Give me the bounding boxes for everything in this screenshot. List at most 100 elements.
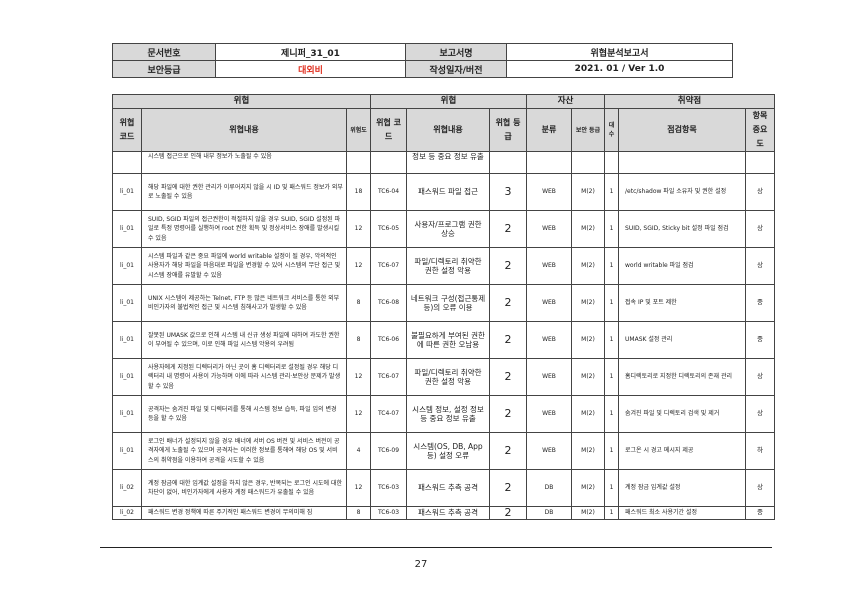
asset-category: WEB: [526, 358, 572, 396]
table-row: li_02 패스워드 변경 정책에 따른 주기적인 패스워드 변경이 무의미해 짐…: [112, 506, 776, 520]
col-threat-code-2: 위협 코드: [370, 108, 407, 152]
threat-name: 사용자/프로그램 권한 상승: [406, 210, 490, 248]
threat-code-2: TC6-08: [370, 284, 407, 322]
group-vulnerability: 취약점: [604, 94, 776, 109]
asset-count: 1: [604, 395, 620, 433]
col-threat-content-2: 위협내용: [406, 108, 490, 152]
asset-security-grade: M(2): [570, 210, 606, 248]
threat-name: 네트워크 구성(접근통제 등)의 오류 이용: [406, 284, 490, 322]
threat-code-2: TC6-03: [370, 506, 407, 520]
group-asset: 자산: [525, 94, 606, 109]
threat-code: li_01: [112, 173, 142, 211]
threat-content: 잘못된 UMASK 값으로 인해 시스템 내 신규 생성 파일에 대하여 과도한…: [141, 321, 347, 359]
threat-code: li_01: [112, 284, 142, 322]
asset-count: 1: [604, 284, 620, 322]
threat-content: 해당 파일에 대한 권한 관리가 이루어지지 않을 시 ID 및 패스워드 정보…: [141, 173, 347, 211]
threat-code: li_01: [112, 395, 142, 433]
risk-score: 4: [346, 432, 371, 470]
threat-content: 사용자에게 지정된 디렉터리가 아닌 곳이 홈 디렉터리로 설정될 경우 해당 …: [141, 358, 347, 396]
threat-analysis-table: 위협 위협 자산 취약점 위협 코드 위협내용 위험도 위협 코드 위협내용 위…: [112, 94, 776, 520]
threat-grade: 2: [489, 284, 527, 322]
check-item: UMASK 설정 관리: [618, 321, 747, 359]
threat-name: 파일/디렉토리 취약한 권한 설정 악용: [406, 358, 490, 396]
importance: 중: [745, 506, 776, 520]
asset-count: 1: [604, 358, 620, 396]
threat-grade: 2: [489, 395, 527, 433]
asset-category: WEB: [526, 321, 572, 359]
threat-code: li_01: [112, 321, 142, 359]
asset-security-grade: M(2): [570, 395, 606, 433]
column-header-row: 위협 코드 위협내용 위험도 위협 코드 위협내용 위협 등급 분류 보안 등급…: [112, 108, 776, 152]
threat-name: 패스워드 추측 공격: [406, 506, 490, 520]
threat-content: UNIX 시스템이 제공하는 Telnet, FTP 등 많은 네트워크 서비스…: [141, 284, 347, 322]
asset-category: WEB: [526, 210, 572, 248]
table-row: li_01 시스템 파일과 같은 중요 파일에 world writable 설정…: [112, 247, 776, 285]
threat-name: 시스템 정보, 설정 정보 등 중요 정보 유출: [406, 395, 490, 433]
table-row: li_01 사용자에게 지정된 디렉터리가 아닌 곳이 홈 디렉터리로 설정될 경…: [112, 358, 776, 396]
threat-content: 계정 잠금에 대한 임계값 설정을 하지 않은 경우, 반복되는 로그인 시도에…: [141, 469, 347, 507]
group-threat-1: 위협: [112, 94, 371, 109]
threat-code-2: TC6-03: [370, 469, 407, 507]
threat-grade: 2: [489, 469, 527, 507]
threat-code-2: TC6-07: [370, 358, 407, 396]
threat-code-2: TC4-07: [370, 395, 407, 433]
doc-number: 제니퍼_31_01: [215, 43, 406, 61]
asset-count: 1: [604, 469, 620, 507]
threat-grade: 2: [489, 210, 527, 248]
report-name-label: 보고서명: [405, 43, 507, 61]
col-threat-grade: 위협 등급: [489, 108, 527, 152]
asset-count: 1: [604, 210, 620, 248]
threat-grade: 2: [489, 358, 527, 396]
check-item: /etc/shadow 파일 소유자 및 권한 설정: [618, 173, 747, 211]
asset-security-grade: M(2): [570, 432, 606, 470]
threat-grade: 2: [489, 321, 527, 359]
security-level-label: 보안등급: [112, 60, 216, 78]
risk-score: 12: [346, 247, 371, 285]
threat-name: 정보 등 중요 정보 유출: [406, 151, 490, 174]
threat-code: li_02: [112, 469, 142, 507]
table-row: li_02 계정 잠금에 대한 임계값 설정을 하지 않은 경우, 반복되는 로그…: [112, 469, 776, 507]
check-item: SUID, SGID, Sticky bit 설정 파일 점검: [618, 210, 747, 248]
risk-score: 8: [346, 284, 371, 322]
page-number: 27: [414, 559, 428, 570]
check-item: 홈디렉토리로 지정한 디렉토리의 존재 관리: [618, 358, 747, 396]
col-check-item: 점검항목: [618, 108, 747, 152]
threat-code-2: TC6-07: [370, 247, 407, 285]
threat-code: li_01: [112, 432, 142, 470]
threat-code-2: TC6-05: [370, 210, 407, 248]
threat-content: 시스템 파일과 같은 중요 파일에 world writable 설정이 될 경…: [141, 247, 347, 285]
risk-score: 12: [346, 358, 371, 396]
footer-rule: [100, 547, 772, 548]
asset-security-grade: M(2): [570, 506, 606, 520]
importance: 상: [745, 173, 776, 211]
asset-category: WEB: [526, 395, 572, 433]
threat-code: li_01: [112, 210, 142, 248]
asset-count: 1: [604, 432, 620, 470]
importance: 상: [745, 395, 776, 433]
threat-grade: 2: [489, 432, 527, 470]
threat-code: li_02: [112, 506, 142, 520]
asset-count: 1: [604, 173, 620, 211]
asset-category: WEB: [526, 173, 572, 211]
asset-category: DB: [526, 506, 572, 520]
threat-code-2: TC6-06: [370, 321, 407, 359]
asset-security-grade: M(2): [570, 358, 606, 396]
report-name: 위협분석보고서: [506, 43, 733, 61]
importance: 상: [745, 358, 776, 396]
table-row: 시스템 접근으로 인해 내부 정보가 노출될 수 있음 정보 등 중요 정보 유…: [112, 151, 776, 174]
threat-grade: 2: [489, 247, 527, 285]
importance: 중: [745, 321, 776, 359]
group-threat-2: 위협: [370, 94, 527, 109]
threat-code: li_01: [112, 358, 142, 396]
doc-number-label: 문서번호: [112, 43, 216, 61]
threat-code: li_01: [112, 247, 142, 285]
check-item: 로그온 시 경고 메시지 제공: [618, 432, 747, 470]
threat-name: 시스템(OS, DB, App 등) 설정 오류: [406, 432, 490, 470]
asset-security-grade: M(2): [570, 247, 606, 285]
asset-security-grade: M(2): [570, 469, 606, 507]
threat-code-2: TC6-04: [370, 173, 407, 211]
importance: 상: [745, 469, 776, 507]
asset-category: WEB: [526, 247, 572, 285]
group-header-row: 위협 위협 자산 취약점: [112, 94, 776, 109]
threat-grade: 2: [489, 506, 527, 520]
